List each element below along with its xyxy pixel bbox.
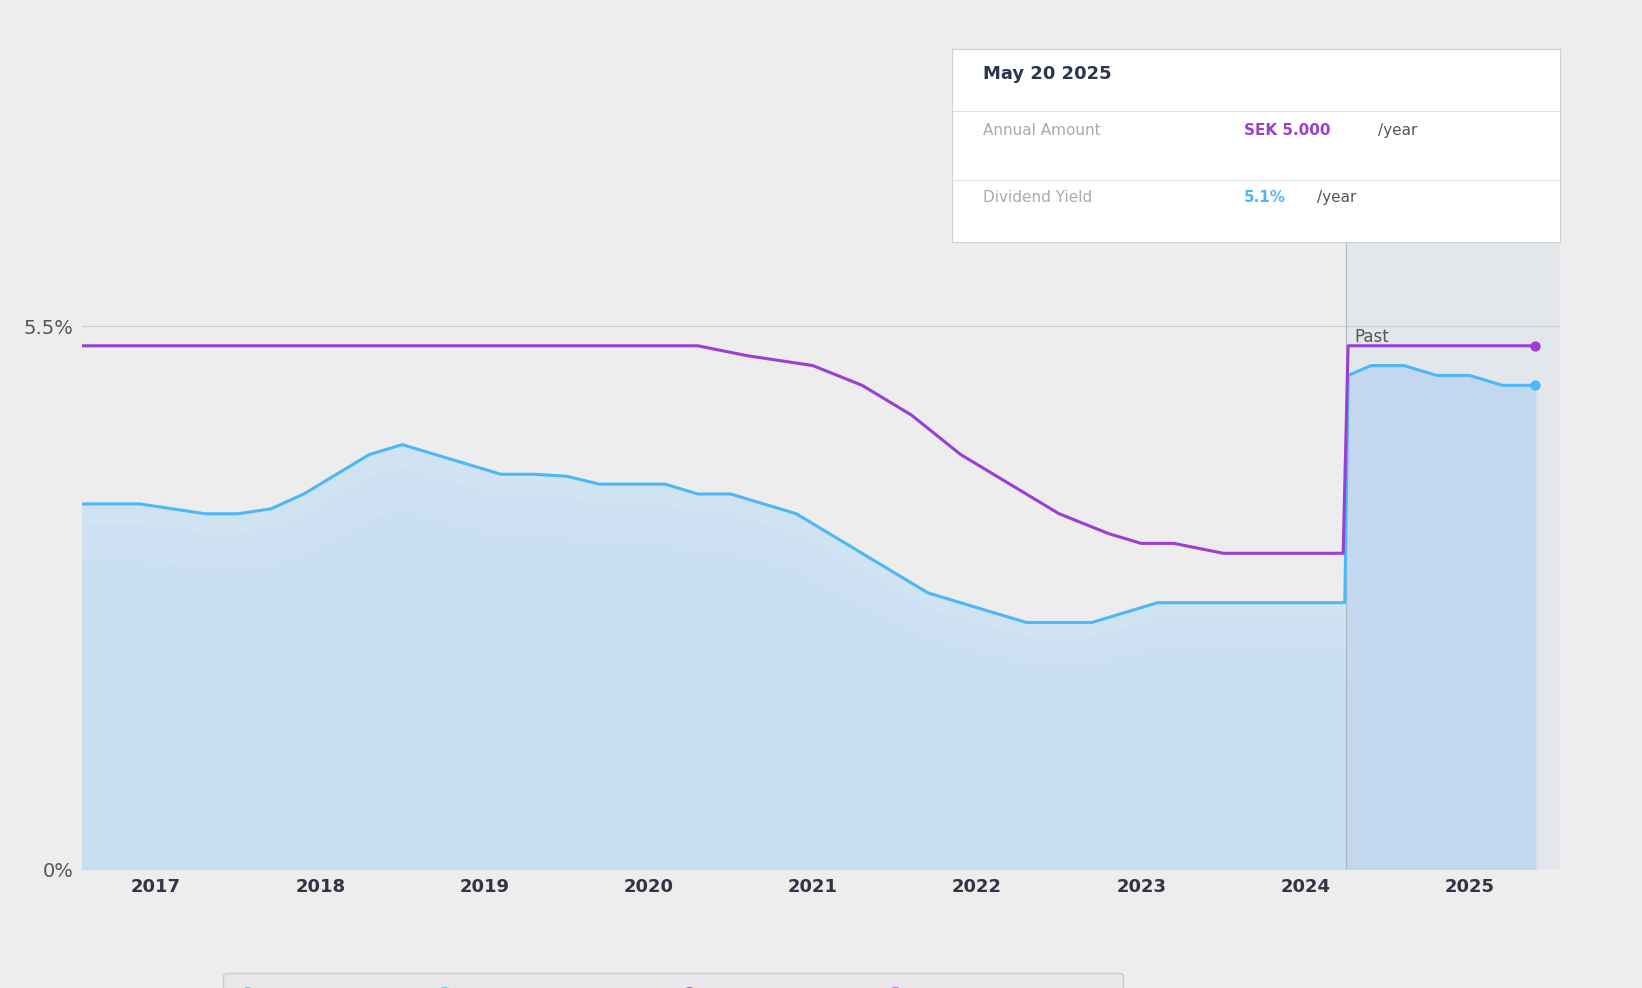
Bar	[1346, 128, 1642, 869]
Legend: Dividend Yield, Dividend Payments, Annual Amount, Earnings Per Share: Dividend Yield, Dividend Payments, Annua…	[223, 972, 1123, 988]
Text: May 20 2025: May 20 2025	[982, 65, 1112, 83]
Text: Dividend Yield: Dividend Yield	[982, 190, 1092, 206]
Text: SEK 5.000: SEK 5.000	[1245, 123, 1330, 137]
Point	[1522, 338, 1548, 354]
Text: Past: Past	[1355, 328, 1389, 346]
Point	[1522, 377, 1548, 393]
Text: 5.1%: 5.1%	[1245, 190, 1286, 206]
Text: /year: /year	[1317, 190, 1356, 206]
Text: /year: /year	[1378, 123, 1417, 137]
Text: Annual Amount: Annual Amount	[982, 123, 1100, 137]
